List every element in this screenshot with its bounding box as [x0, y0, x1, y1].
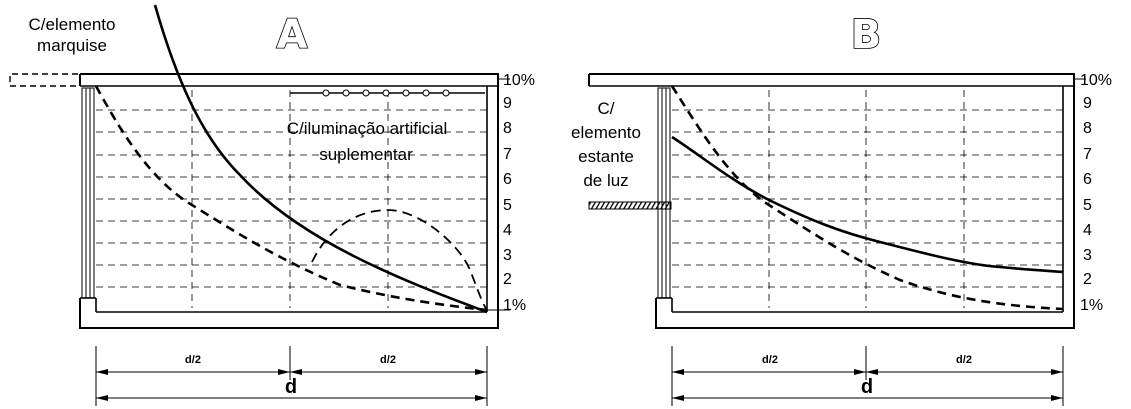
scale-a-9: 9	[503, 95, 512, 112]
panel-b-title: B	[851, 12, 882, 58]
panel-a-half-right: d/2	[380, 354, 396, 366]
panel-a-scale-ticks	[487, 78, 510, 311]
scale-b-8: 8	[1083, 120, 1092, 137]
panel-b-depth: d	[861, 376, 873, 398]
scale-b-3: 3	[1083, 247, 1092, 264]
panel-a-room	[79, 73, 499, 329]
artificial-label-line2: suplementar	[319, 145, 413, 164]
panel-a-window	[81, 87, 95, 299]
panel-b-room	[588, 73, 1075, 329]
scale-b-7: 7	[1083, 146, 1092, 163]
scale-a-4: 4	[503, 222, 512, 239]
panel-a-half-left: d/2	[185, 354, 201, 366]
panel-a-title: A	[277, 12, 308, 58]
panel-a-base-curve	[94, 85, 488, 312]
scale-b-5: 5	[1083, 197, 1092, 214]
panel-b-half-left: d/2	[762, 354, 778, 366]
scale-a-7: 7	[503, 146, 512, 163]
artificial-light-fixture	[290, 89, 485, 97]
shelf-label-line3: estante	[578, 147, 634, 166]
panel-a-grid	[96, 90, 487, 308]
artificial-label-line1: C/iluminação artificial	[287, 119, 448, 138]
panel-b-base-curve	[670, 85, 1064, 311]
scale-b-10: 10%	[1080, 72, 1112, 89]
panel-b-scale: 10% 9 8 7 6 5 4 3 2 1%	[1080, 72, 1112, 314]
panel-b-window	[657, 87, 671, 299]
panel-a-dim-arrows	[96, 369, 487, 401]
shelf-label-line2: elemento	[571, 123, 641, 142]
panel-b: 10% 9 8 7 6 5 4 3 2 1% C/ elemento estan…	[571, 11, 1112, 406]
panel-b-half-right: d/2	[956, 354, 972, 366]
shelf-label-line4: de luz	[583, 171, 628, 190]
panel-a-artificial-curve	[311, 209, 488, 311]
panel-a-scale: 10% 9 8 7 6 5 4 3 2 1%	[503, 72, 535, 314]
panel-a-marquise-curve	[153, 4, 488, 314]
marquise-label-line2: marquise	[37, 36, 107, 55]
scale-a-6: 6	[503, 171, 512, 188]
scale-b-2: 2	[1083, 271, 1092, 288]
scale-b-6: 6	[1083, 171, 1092, 188]
light-shelf-element	[588, 201, 672, 210]
scale-b-1: 1%	[1080, 297, 1103, 314]
panel-b-shelf-curve	[671, 135, 1064, 274]
scale-a-2: 2	[503, 271, 512, 288]
scale-a-8: 8	[503, 120, 512, 137]
scale-a-5: 5	[503, 197, 512, 214]
panel-a: 10% 9 8 7 6 5 4 3 2 1% C/elemento marqui…	[9, 4, 535, 406]
scale-a-10: 10%	[503, 72, 535, 89]
scale-a-1: 1%	[503, 297, 526, 314]
marquise-label-line1: C/elemento	[29, 15, 116, 34]
scale-a-3: 3	[503, 247, 512, 264]
panel-b-dim-arrows	[672, 369, 1063, 401]
scale-b-9: 9	[1083, 95, 1092, 112]
marquise-element	[9, 73, 78, 87]
panel-b-grid	[672, 90, 1063, 308]
panel-a-depth: d	[285, 376, 297, 398]
scale-b-4: 4	[1083, 222, 1092, 239]
shelf-label-line1: C/	[598, 99, 615, 118]
